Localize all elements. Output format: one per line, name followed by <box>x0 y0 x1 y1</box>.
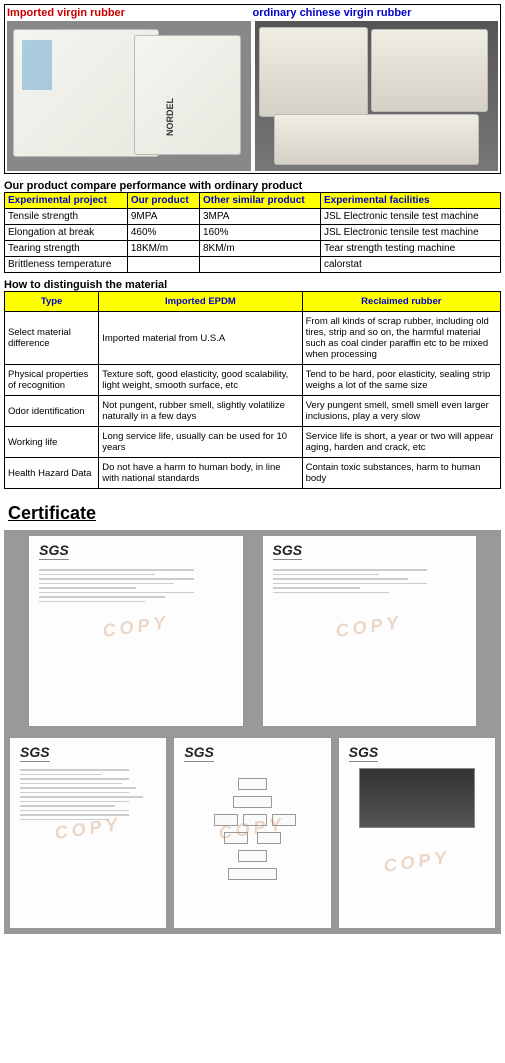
sgs-certificate-photo: SGS COPY <box>339 738 495 928</box>
copy-watermark: COPY <box>101 612 170 642</box>
sgs-certificate: SGS COPY <box>29 536 242 726</box>
compare-table: Experimental project Our product Other s… <box>4 192 501 273</box>
label-imported: Imported virgin rubber <box>7 7 253 19</box>
product-photo-insert <box>359 768 475 828</box>
sgs-logo: SGS <box>20 744 50 762</box>
t1-header: Experimental project <box>5 193 128 209</box>
table-row: Working lifeLong service life, usually c… <box>5 427 501 458</box>
sgs-logo: SGS <box>184 744 214 762</box>
t1-header: Our product <box>127 193 199 209</box>
table-row: Select material differenceImported mater… <box>5 312 501 365</box>
table-row: Odor identificationNot pungent, rubber s… <box>5 396 501 427</box>
t1-header: Experimental facilities <box>320 193 500 209</box>
sgs-certificate: SGS COPY <box>10 738 166 928</box>
compare-title: Our product compare performance with ord… <box>4 180 501 192</box>
table-row: Health Hazard DataDo not have a harm to … <box>5 458 501 489</box>
product-image-panel: Imported virgin rubber ordinary chinese … <box>4 4 501 174</box>
imported-rubber-image: NORDEL <box>7 21 251 171</box>
certificate-gallery: SGS COPY SGS COPY SGS COPY <box>4 530 501 934</box>
copy-watermark: COPY <box>335 612 404 642</box>
copy-watermark: COPY <box>382 846 451 876</box>
distinguish-title: How to distinguish the material <box>4 279 501 291</box>
sgs-logo: SGS <box>39 542 69 560</box>
certificate-title: Certificate <box>8 503 501 524</box>
sgs-certificate-flowchart: SGS COPY <box>174 738 330 928</box>
label-ordinary: ordinary chinese virgin rubber <box>253 7 499 19</box>
sgs-logo: SGS <box>349 744 379 762</box>
t2-header: Type <box>5 292 99 312</box>
table-row: Brittleness temperaturecalorstat <box>5 257 501 273</box>
distinguish-table: Type Imported EPDM Reclaimed rubber Sele… <box>4 291 501 489</box>
sgs-certificate: SGS COPY <box>263 536 476 726</box>
t1-header: Other similar product <box>199 193 320 209</box>
table-row: Physical properties of recognitionTextur… <box>5 365 501 396</box>
table-row: Tensile strength9MPA3MPA JSL Electronic … <box>5 209 501 225</box>
nordel-brand-text: NORDEL <box>165 98 175 136</box>
sgs-logo: SGS <box>273 542 303 560</box>
t2-header: Imported EPDM <box>99 292 302 312</box>
table-row: Elongation at break460%160% JSL Electron… <box>5 225 501 241</box>
table-row: Tearing strength18KM/m8KM/mTear strength… <box>5 241 501 257</box>
t2-header: Reclaimed rubber <box>302 292 500 312</box>
ordinary-rubber-image <box>255 21 499 171</box>
